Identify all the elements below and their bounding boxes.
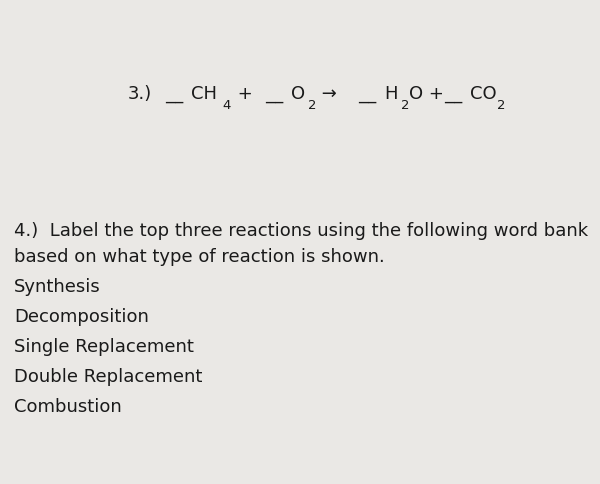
Text: CH: CH xyxy=(191,85,217,103)
Text: →: → xyxy=(316,85,343,103)
Text: __: __ xyxy=(165,85,183,103)
Text: O: O xyxy=(291,85,305,103)
Text: Double Replacement: Double Replacement xyxy=(14,368,202,386)
Text: 2: 2 xyxy=(497,99,505,112)
Text: O +: O + xyxy=(409,85,449,103)
Text: Single Replacement: Single Replacement xyxy=(14,338,194,356)
Text: 4: 4 xyxy=(222,99,230,112)
Text: Synthesis: Synthesis xyxy=(14,278,101,296)
Text: Combustion: Combustion xyxy=(14,398,122,416)
Text: __: __ xyxy=(444,85,462,103)
Text: __: __ xyxy=(358,85,376,103)
Text: 4.)  Label the top three reactions using the following word bank: 4.) Label the top three reactions using … xyxy=(14,222,588,240)
Text: 2: 2 xyxy=(401,99,409,112)
Text: CO: CO xyxy=(470,85,497,103)
Text: based on what type of reaction is shown.: based on what type of reaction is shown. xyxy=(14,248,385,266)
Text: 2: 2 xyxy=(308,99,317,112)
Text: 3.): 3.) xyxy=(128,85,152,103)
Text: __: __ xyxy=(265,85,283,103)
Text: Decomposition: Decomposition xyxy=(14,308,149,326)
Text: H: H xyxy=(384,85,398,103)
Text: +: + xyxy=(232,85,259,103)
